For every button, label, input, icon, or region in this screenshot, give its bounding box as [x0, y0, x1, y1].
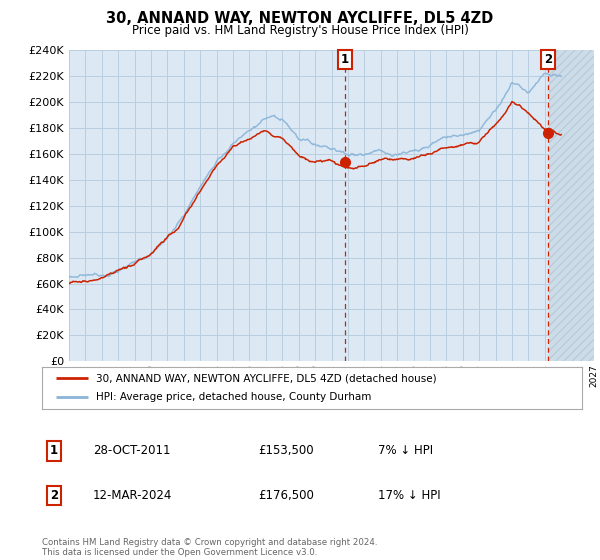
Text: £153,500: £153,500	[258, 444, 314, 458]
Text: 1: 1	[50, 444, 58, 458]
Text: 17% ↓ HPI: 17% ↓ HPI	[378, 489, 440, 502]
Text: Price paid vs. HM Land Registry's House Price Index (HPI): Price paid vs. HM Land Registry's House …	[131, 24, 469, 36]
Text: 2: 2	[50, 489, 58, 502]
Text: 1: 1	[341, 53, 349, 66]
Text: 30, ANNAND WAY, NEWTON AYCLIFFE, DL5 4ZD: 30, ANNAND WAY, NEWTON AYCLIFFE, DL5 4ZD	[106, 11, 494, 26]
Text: 30, ANNAND WAY, NEWTON AYCLIFFE, DL5 4ZD (detached house): 30, ANNAND WAY, NEWTON AYCLIFFE, DL5 4ZD…	[96, 373, 437, 383]
Text: 12-MAR-2024: 12-MAR-2024	[93, 489, 172, 502]
Text: HPI: Average price, detached house, County Durham: HPI: Average price, detached house, Coun…	[96, 393, 371, 403]
Text: £176,500: £176,500	[258, 489, 314, 502]
Text: 28-OCT-2011: 28-OCT-2011	[93, 444, 170, 458]
Text: 7% ↓ HPI: 7% ↓ HPI	[378, 444, 433, 458]
Text: 2: 2	[544, 53, 552, 66]
Bar	[549, 50, 594, 361]
Bar	[549, 50, 594, 361]
Text: Contains HM Land Registry data © Crown copyright and database right 2024.
This d: Contains HM Land Registry data © Crown c…	[42, 538, 377, 557]
